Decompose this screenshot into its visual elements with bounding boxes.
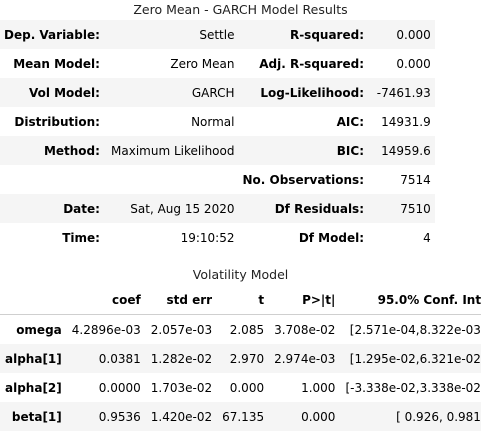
table-row: alpha[2] 0.0000 1.703e-02 0.000 1.000 [-… <box>0 373 481 402</box>
t-cell: 2.085 <box>217 314 270 344</box>
summary-stat-value: 7510 <box>368 194 435 223</box>
p-value-cell: 0.000 <box>269 402 341 431</box>
p-value-cell: 1.000 <box>269 373 341 402</box>
summary-stat-label: Df Residuals: <box>238 194 368 223</box>
summary-stat-value: 14931.9 <box>368 107 435 136</box>
param-name: alpha[2] <box>0 373 67 402</box>
t-cell: 0.000 <box>217 373 270 402</box>
summary-stat-label: No. Observations: <box>238 165 368 194</box>
summary-row: Dep. Variable: Settle R-squared: 0.000 <box>0 20 481 49</box>
conf-int-cell: [2.571e-04,8.322e-03] <box>340 314 481 344</box>
summary-stat-value: 0.000 <box>368 20 435 49</box>
summary-row: Method: Maximum Likelihood BIC: 14959.6 <box>0 136 481 165</box>
summary-value <box>103 165 239 194</box>
table-row: alpha[1] 0.0381 1.282e-02 2.970 2.974e-0… <box>0 344 481 373</box>
column-header-p-value: P>|t| <box>269 285 341 315</box>
volatility-header-row: coef std err t P>|t| 95.0% Conf. Int. <box>0 285 481 315</box>
summary-stat-value: 14959.6 <box>368 136 435 165</box>
param-name: omega <box>0 314 67 344</box>
conf-int-cell: [ 0.926, 0.981] <box>340 402 481 431</box>
summary-value: Settle <box>103 20 239 49</box>
summary-value: 19:10:52 <box>103 223 239 252</box>
std-err-cell: 1.282e-02 <box>145 344 218 373</box>
coef-cell: 0.0381 <box>66 344 146 373</box>
summary-label: Date: <box>0 194 104 223</box>
summary-stat-value: 4 <box>368 223 435 252</box>
summary-row: Vol Model: GARCH Log-Likelihood: -7461.9… <box>0 78 481 107</box>
summary-stat-label: Df Model: <box>238 223 368 252</box>
t-cell: 67.135 <box>217 402 270 431</box>
p-value-cell: 2.974e-03 <box>269 344 341 373</box>
summary-value: Sat, Aug 15 2020 <box>103 194 239 223</box>
summary-stat-label: AIC: <box>238 107 368 136</box>
summary-table: Dep. Variable: Settle R-squared: 0.000 M… <box>0 20 481 252</box>
table-row: omega 4.2896e-03 2.057e-03 2.085 3.708e-… <box>0 314 481 344</box>
summary-stat-value: 0.000 <box>368 49 435 78</box>
summary-label: Distribution: <box>0 107 104 136</box>
summary-row: Distribution: Normal AIC: 14931.9 <box>0 107 481 136</box>
summary-value: Normal <box>103 107 239 136</box>
table-row: beta[1] 0.9536 1.420e-02 67.135 0.000 [ … <box>0 402 481 431</box>
summary-stat-label: Log-Likelihood: <box>238 78 368 107</box>
summary-row: Time: 19:10:52 Df Model: 4 <box>0 223 481 252</box>
summary-label: Mean Model: <box>0 49 104 78</box>
column-header-std-err: std err <box>145 285 218 315</box>
std-err-cell: 1.420e-02 <box>145 402 218 431</box>
summary-stat-label: R-squared: <box>238 20 368 49</box>
column-header-blank <box>0 285 67 315</box>
volatility-model-caption: Volatility Model <box>192 267 289 282</box>
summary-row: No. Observations: 7514 <box>0 165 481 194</box>
summary-label: Vol Model: <box>0 78 104 107</box>
summary-label: Dep. Variable: <box>0 20 104 49</box>
model-results-title: Zero Mean - GARCH Model Results <box>133 2 348 17</box>
param-name: alpha[1] <box>0 344 67 373</box>
summary-label: Time: <box>0 223 104 252</box>
conf-int-cell: [1.295e-02,6.321e-02] <box>340 344 481 373</box>
t-cell: 2.970 <box>217 344 270 373</box>
summary-row: Mean Model: Zero Mean Adj. R-squared: 0.… <box>0 49 481 78</box>
param-name: beta[1] <box>0 402 67 431</box>
coef-cell: 4.2896e-03 <box>66 314 146 344</box>
summary-label: Method: <box>0 136 104 165</box>
column-header-t: t <box>217 285 270 315</box>
summary-stat-label: BIC: <box>238 136 368 165</box>
column-header-coef: coef <box>66 285 146 315</box>
summary-label <box>0 165 104 194</box>
column-header-conf-int: 95.0% Conf. Int. <box>340 285 481 315</box>
coef-cell: 0.9536 <box>66 402 146 431</box>
p-value-cell: 3.708e-02 <box>269 314 341 344</box>
conf-int-cell: [-3.338e-02,3.338e-02] <box>340 373 481 402</box>
coef-cell: 0.0000 <box>66 373 146 402</box>
volatility-table: coef std err t P>|t| 95.0% Conf. Int. om… <box>0 285 481 431</box>
summary-row: Date: Sat, Aug 15 2020 Df Residuals: 751… <box>0 194 481 223</box>
summary-value: Maximum Likelihood <box>103 136 239 165</box>
summary-value: GARCH <box>103 78 239 107</box>
std-err-cell: 2.057e-03 <box>145 314 218 344</box>
summary-stat-value: -7461.93 <box>368 78 435 107</box>
std-err-cell: 1.703e-02 <box>145 373 218 402</box>
summary-stat-value: 7514 <box>368 165 435 194</box>
summary-value: Zero Mean <box>103 49 239 78</box>
summary-stat-label: Adj. R-squared: <box>238 49 368 78</box>
